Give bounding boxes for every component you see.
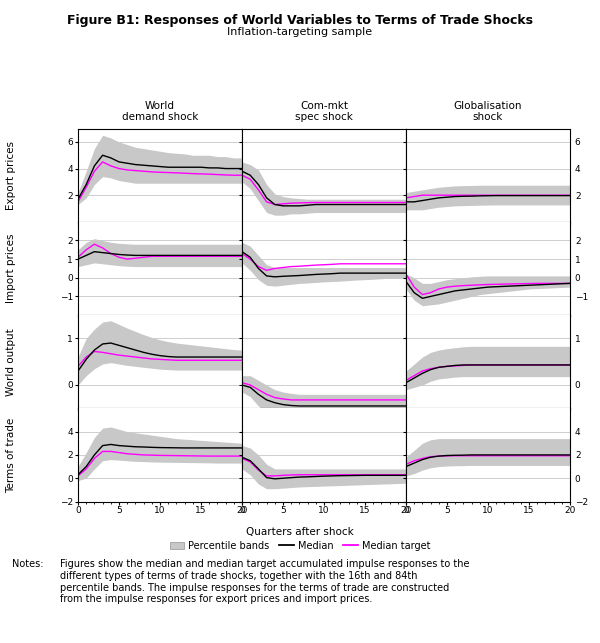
Text: Com-mkt
spec shock: Com-mkt spec shock (295, 100, 353, 122)
Text: Import prices: Import prices (6, 233, 16, 303)
Text: Inflation-targeting sample: Inflation-targeting sample (227, 27, 373, 37)
Text: Figure B1: Responses of World Variables to Terms of Trade Shocks: Figure B1: Responses of World Variables … (67, 14, 533, 27)
Text: World
demand shock: World demand shock (122, 100, 198, 122)
Text: Globalisation
shock: Globalisation shock (454, 100, 522, 122)
Text: Terms of trade: Terms of trade (6, 417, 16, 493)
Text: Notes:: Notes: (12, 559, 44, 570)
Text: Figures show the median and median target accumulated impulse responses to the
d: Figures show the median and median targe… (60, 559, 470, 604)
Text: Quarters after shock: Quarters after shock (246, 527, 354, 538)
Text: World output: World output (6, 328, 16, 395)
Text: Export prices: Export prices (6, 141, 16, 210)
Legend: Percentile bands, Median, Median target: Percentile bands, Median, Median target (166, 537, 434, 554)
